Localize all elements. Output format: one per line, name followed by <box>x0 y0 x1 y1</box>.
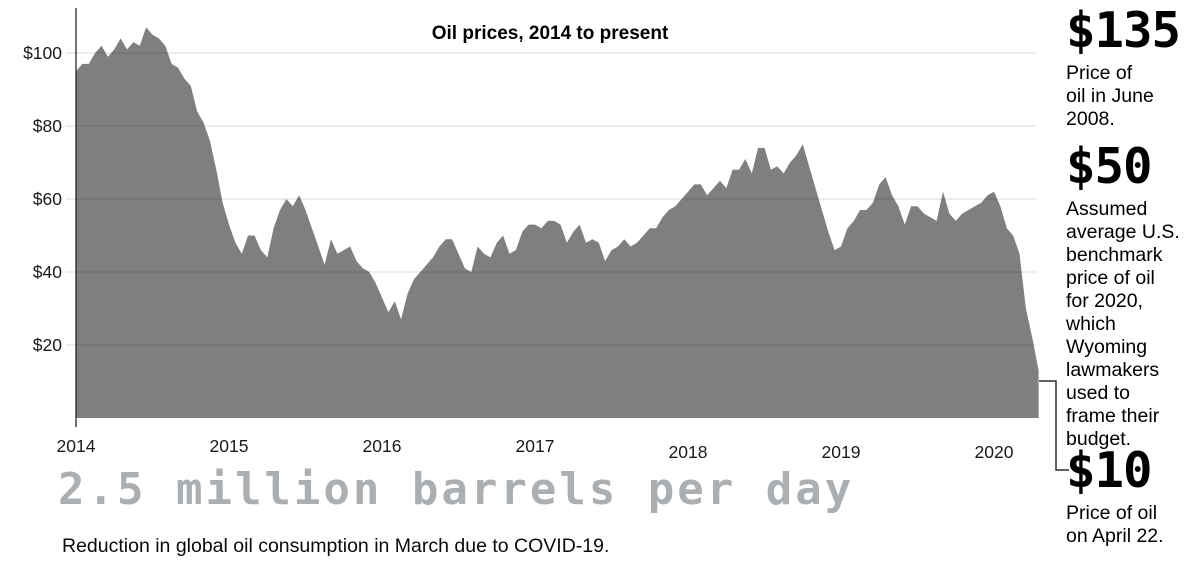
footer-headline: 2.5 million barrels per day <box>58 464 855 515</box>
callout-value-10: $10 <box>1066 442 1153 499</box>
x-axis-label-2018: 2018 <box>669 442 708 462</box>
y-axis-label-60: $60 <box>33 189 62 209</box>
callout-10: $10 Price of oil on April 22. <box>1066 446 1200 548</box>
callout-label-10: Price of oil on April 22. <box>1066 502 1164 547</box>
annotations-panel: $135 Price of oil in June 2008. $50 Assu… <box>1066 0 1200 574</box>
x-axis-label-2019: 2019 <box>822 442 861 462</box>
x-axis-label-2017: 2017 <box>516 436 555 456</box>
footer-caption: Reduction in global oil consumption in M… <box>62 535 610 557</box>
callout-135: $135 Price of oil in June 2008. <box>1066 6 1200 131</box>
callout-10-connector-line <box>1039 380 1069 471</box>
callout-label-135: Price of oil in June 2008. <box>1066 62 1154 130</box>
callout-label-50: Assumed average U.S. benchmark price of … <box>1066 198 1180 450</box>
y-axis-label-40: $40 <box>33 262 62 282</box>
y-axis-label-20: $20 <box>33 335 62 355</box>
y-axis-label-80: $80 <box>33 116 62 136</box>
chart-title: Oil prices, 2014 to present <box>431 23 669 44</box>
callout-value-50: $50 <box>1066 138 1153 195</box>
y-axis-label-100: $100 <box>23 43 62 63</box>
x-axis-label-2015: 2015 <box>210 436 249 456</box>
area-series-oil-price <box>76 27 1039 419</box>
x-axis-label-2020: 2020 <box>975 442 1014 462</box>
x-axis-label-2014: 2014 <box>57 436 96 456</box>
callout-50: $50 Assumed average U.S. benchmark price… <box>1066 142 1200 451</box>
callout-value-135: $135 <box>1066 2 1181 59</box>
x-axis-label-2016: 2016 <box>363 436 402 456</box>
